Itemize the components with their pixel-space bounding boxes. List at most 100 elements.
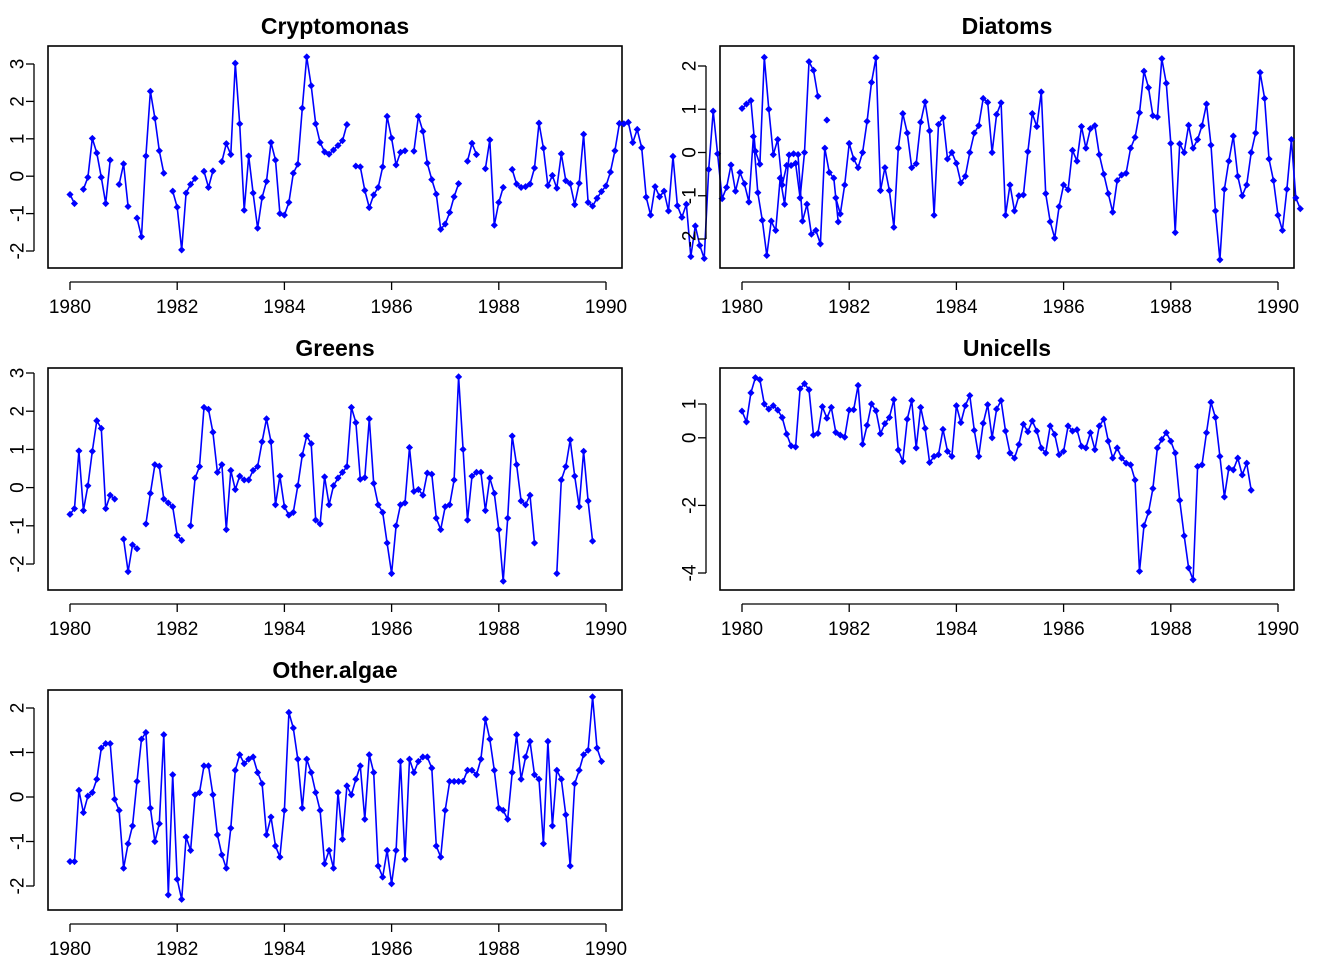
data-point (1256, 68, 1264, 77)
data-point (486, 735, 494, 743)
data-point (589, 202, 597, 210)
data-point (526, 491, 534, 499)
data-point (88, 447, 96, 455)
data-point (1265, 155, 1273, 163)
data-point (155, 462, 163, 470)
data-point (1122, 169, 1130, 177)
data-point (1073, 157, 1081, 165)
data-point (347, 791, 355, 799)
data-point (79, 506, 87, 515)
x-tick-label: 1990 (1257, 297, 1299, 318)
data-point (783, 430, 791, 438)
data-point (236, 472, 244, 480)
data-point (834, 218, 842, 226)
data-point (120, 535, 128, 543)
data-point (1171, 228, 1179, 237)
data-point (917, 403, 925, 411)
data-point (984, 98, 992, 106)
data-point (1158, 435, 1166, 444)
data-point (1189, 576, 1197, 584)
data-point (423, 159, 431, 167)
data-point (115, 180, 123, 188)
data-point (917, 118, 925, 126)
y-tick-label: -2 (8, 243, 29, 260)
data-point (881, 164, 889, 172)
data-point (370, 768, 378, 777)
data-point (571, 472, 579, 480)
data-point (1185, 121, 1193, 129)
data-series (738, 53, 1304, 264)
x-tick-label: 1986 (1042, 297, 1084, 318)
data-point (979, 94, 987, 103)
data-point (1015, 440, 1023, 449)
y-tick-label: 0 (680, 433, 701, 444)
data-point (294, 482, 302, 490)
data-point (548, 822, 556, 830)
data-point (562, 177, 570, 185)
data-point (343, 782, 351, 790)
data-point (155, 820, 163, 828)
data-point (781, 200, 789, 208)
data-point (575, 179, 583, 187)
data-point (245, 755, 253, 763)
data-point (544, 181, 552, 190)
panel-title: Other.algae (272, 657, 397, 683)
data-point (441, 806, 449, 814)
data-point (365, 415, 373, 423)
data-point (245, 152, 253, 160)
data-point (908, 164, 916, 172)
data-point (961, 172, 969, 180)
y-tick-label: 2 (8, 96, 29, 107)
data-point (738, 104, 746, 112)
data-point (361, 815, 369, 823)
data-point (673, 202, 682, 210)
data-point (97, 744, 105, 752)
data-point (289, 724, 297, 732)
data-point (388, 569, 396, 578)
data-point (1238, 471, 1246, 479)
data-point (285, 511, 293, 519)
data-point (850, 155, 858, 163)
data-point (823, 414, 831, 422)
data-point (262, 177, 271, 186)
data-point (321, 860, 329, 868)
data-point (307, 768, 315, 777)
data-point (1171, 449, 1179, 457)
data-point (912, 160, 920, 168)
data-point (1122, 459, 1130, 467)
data-point (948, 148, 956, 157)
data-point (760, 400, 768, 408)
plot-frame (47, 689, 623, 911)
data-point (468, 766, 476, 774)
data-point (240, 760, 248, 768)
data-point (463, 157, 472, 165)
series-line-segment (835, 57, 1302, 260)
data-point (872, 54, 880, 62)
data-point (1051, 430, 1059, 438)
data-point (790, 150, 798, 158)
data-point (1104, 190, 1112, 198)
series-line-segment (221, 56, 348, 229)
series-line-segment (511, 111, 839, 259)
data-point (544, 737, 552, 745)
data-point (593, 744, 601, 752)
data-point (1091, 122, 1099, 130)
data-point (374, 862, 382, 870)
data-point (1185, 564, 1193, 572)
data-point (405, 755, 414, 763)
data-point (195, 788, 204, 797)
data-point (1010, 207, 1019, 215)
data-point (504, 514, 512, 522)
y-tick-label: -2 (8, 878, 29, 895)
data-point (343, 463, 351, 471)
data-point (495, 526, 503, 534)
data-point (731, 187, 740, 195)
data-point (379, 163, 387, 171)
data-point (687, 253, 695, 261)
data-point (1180, 532, 1188, 540)
data-point (169, 503, 177, 511)
data-point (70, 199, 79, 208)
data-point (867, 400, 876, 408)
data-point (1064, 186, 1072, 194)
data-point (499, 577, 507, 585)
